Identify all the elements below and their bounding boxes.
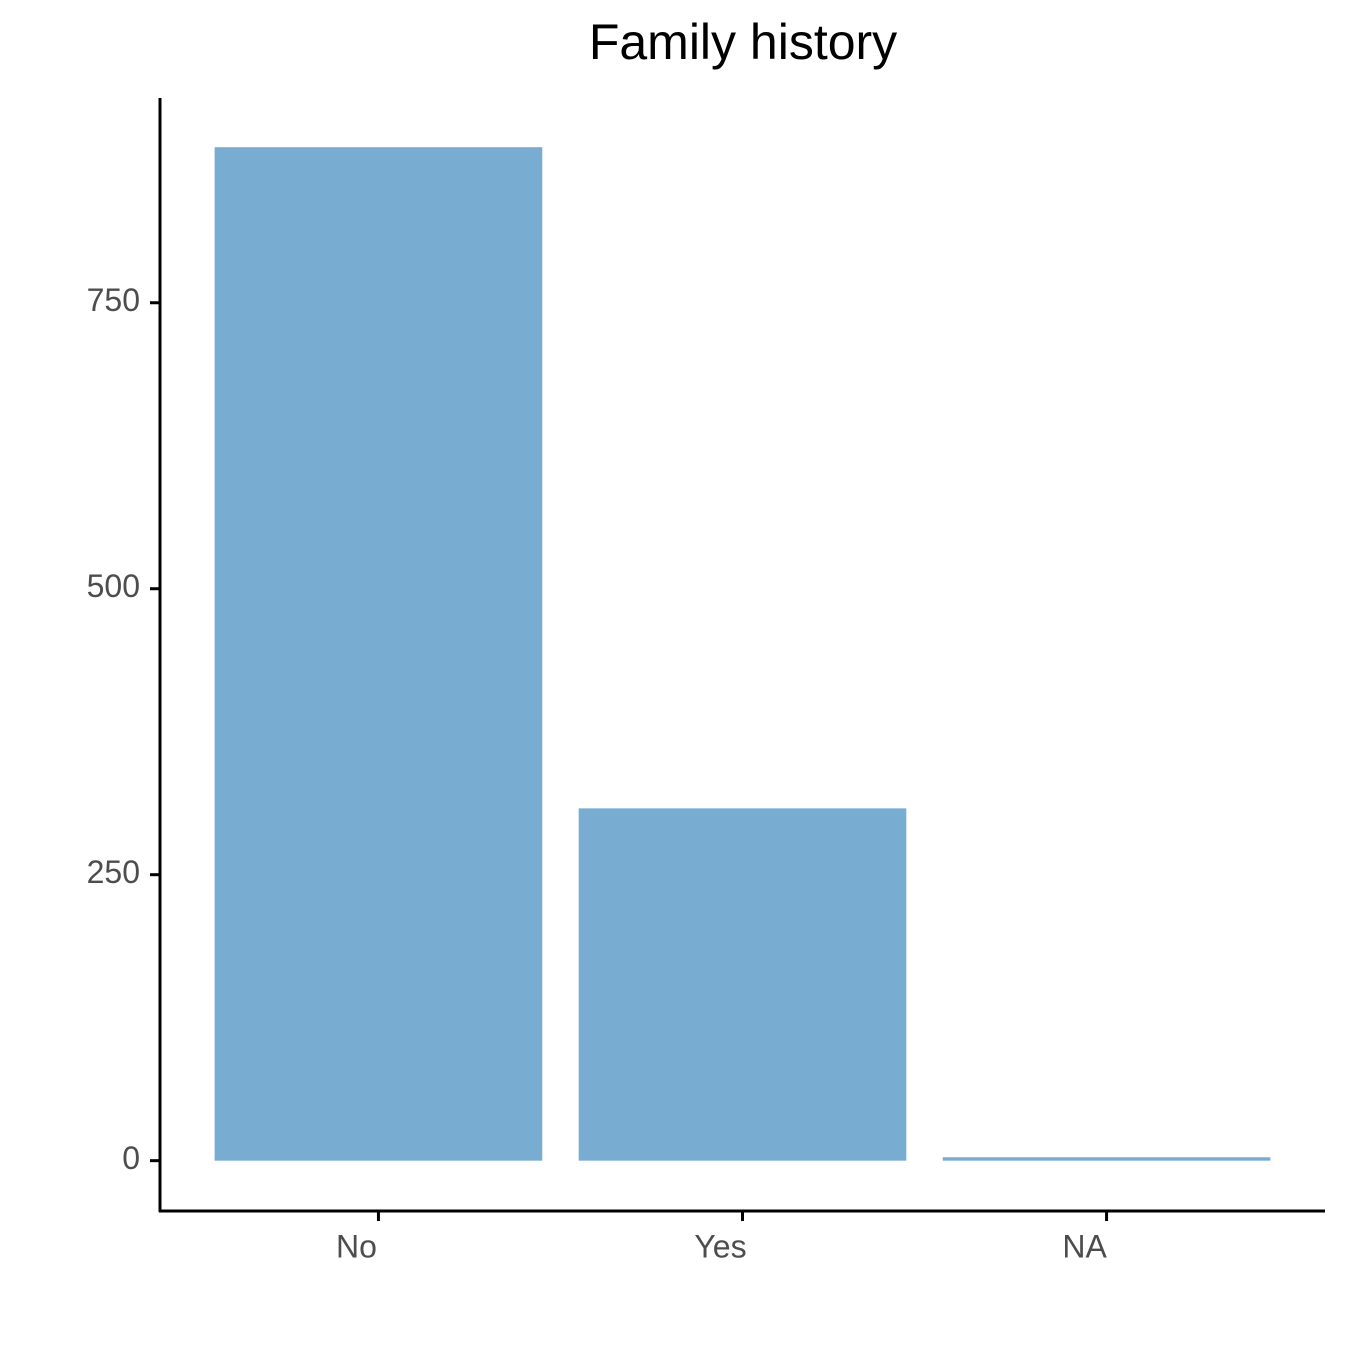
x-tick-label: No xyxy=(336,1228,377,1264)
bar xyxy=(214,147,543,1161)
y-tick-label: 0 xyxy=(122,1140,140,1176)
chart-title: Family history xyxy=(589,14,897,70)
y-tick-label: 250 xyxy=(87,854,140,890)
y-tick-label: 750 xyxy=(87,282,140,318)
bar xyxy=(578,808,907,1161)
bar xyxy=(942,1157,1271,1161)
x-tick-label: NA xyxy=(1062,1228,1107,1264)
y-tick-label: 500 xyxy=(87,568,140,604)
x-tick-label: Yes xyxy=(694,1228,746,1264)
